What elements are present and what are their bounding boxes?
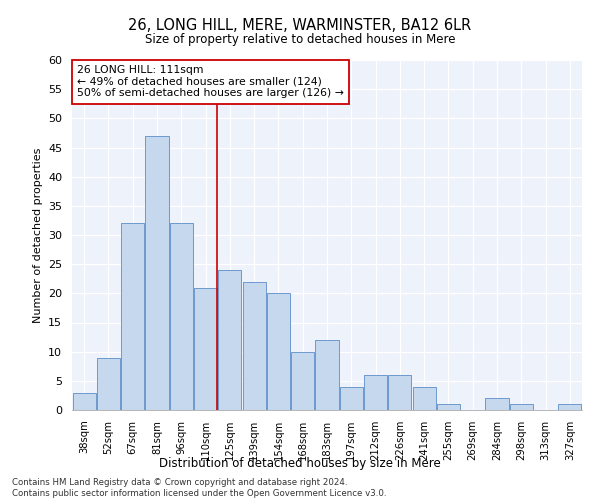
Bar [267, 294, 290, 410]
Bar [559, 404, 581, 410]
Text: 26, LONG HILL, MERE, WARMINSTER, BA12 6LR: 26, LONG HILL, MERE, WARMINSTER, BA12 6L… [128, 18, 472, 32]
Y-axis label: Number of detached properties: Number of detached properties [32, 148, 43, 322]
Bar [145, 136, 169, 410]
Bar [510, 404, 533, 410]
Bar [73, 392, 95, 410]
Bar [316, 340, 338, 410]
Text: Size of property relative to detached houses in Mere: Size of property relative to detached ho… [145, 32, 455, 46]
Bar [364, 375, 387, 410]
Bar [413, 386, 436, 410]
Text: 26 LONG HILL: 111sqm
← 49% of detached houses are smaller (124)
50% of semi-deta: 26 LONG HILL: 111sqm ← 49% of detached h… [77, 66, 344, 98]
Bar [97, 358, 120, 410]
Bar [242, 282, 266, 410]
Text: Distribution of detached houses by size in Mere: Distribution of detached houses by size … [159, 458, 441, 470]
Text: Contains HM Land Registry data © Crown copyright and database right 2024.
Contai: Contains HM Land Registry data © Crown c… [12, 478, 386, 498]
Bar [388, 375, 412, 410]
Bar [485, 398, 509, 410]
Bar [291, 352, 314, 410]
Bar [121, 224, 144, 410]
Bar [340, 386, 363, 410]
Bar [437, 404, 460, 410]
Bar [218, 270, 241, 410]
Bar [194, 288, 217, 410]
Bar [170, 224, 193, 410]
